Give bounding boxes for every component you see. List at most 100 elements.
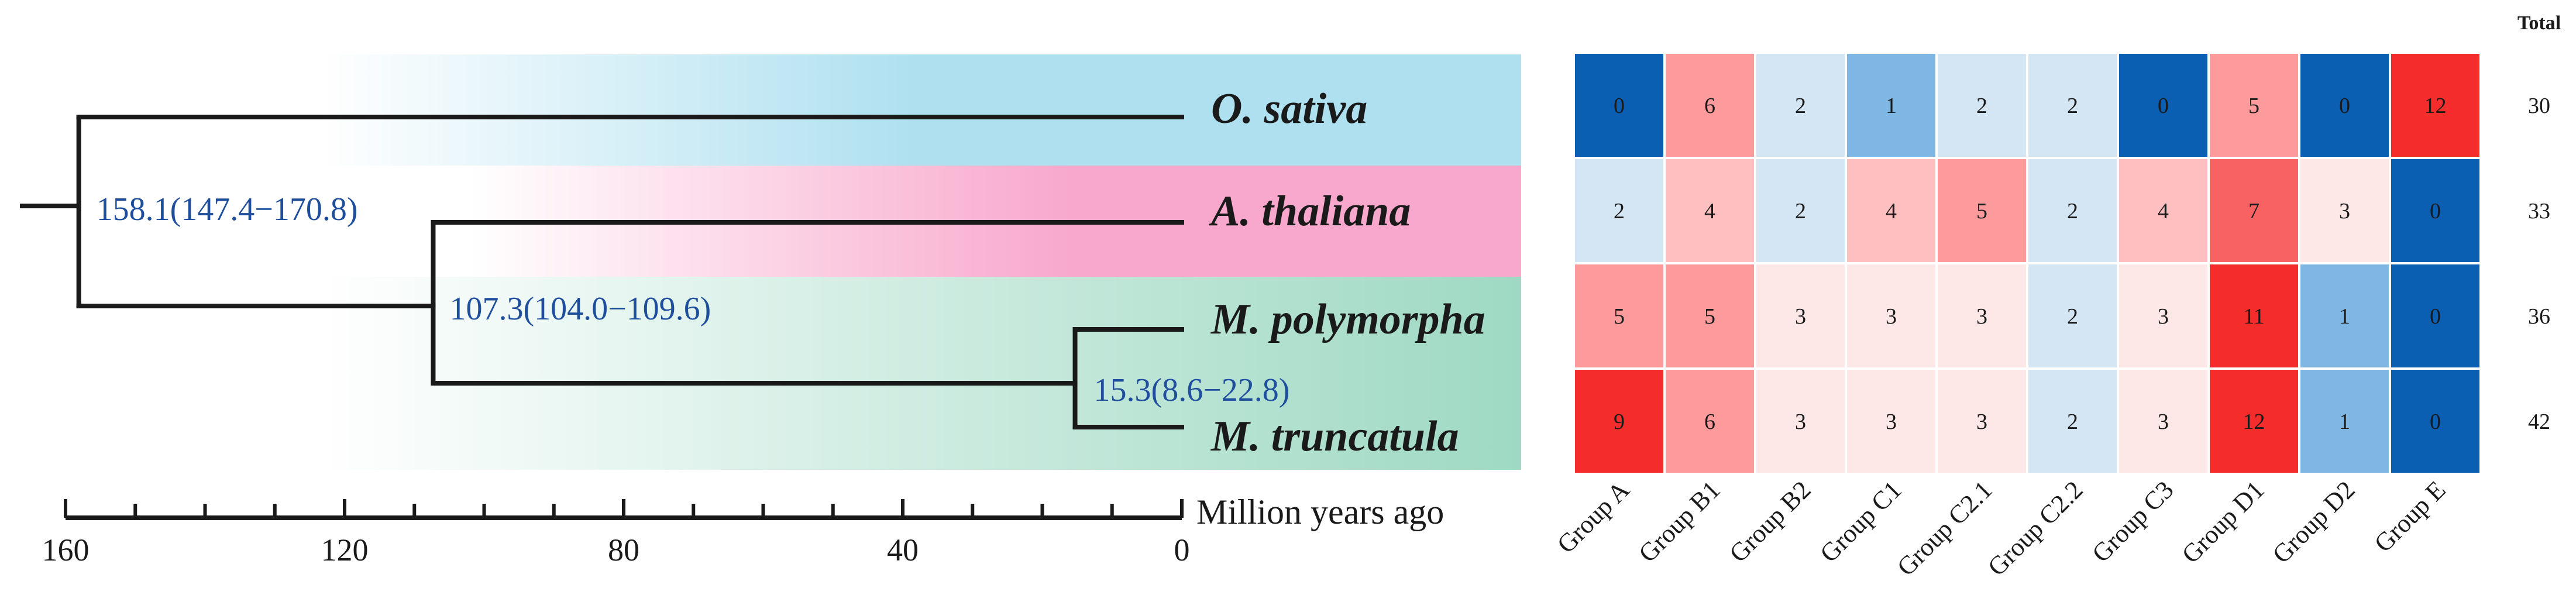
- species-label-m-truncatula: M. truncatula: [1210, 412, 1459, 460]
- species-label-m-polymorpha: M. polymorpha: [1210, 295, 1485, 343]
- axis-title: Million years ago: [1196, 493, 1444, 531]
- column-label-group-c3: Group C3: [2086, 475, 2179, 568]
- cell-value: 0: [2430, 199, 2441, 224]
- cell-m-polymorpha-group-e: [2389, 262, 2482, 370]
- cell-value: 3: [1795, 410, 1806, 434]
- cell-value: 2: [1795, 199, 1806, 224]
- cell-value: 3: [2339, 199, 2350, 224]
- cell-m-truncatula-group-c2-1: [1935, 367, 2028, 475]
- cell-value: 12: [2424, 94, 2447, 118]
- cell-value: 9: [1614, 410, 1625, 434]
- column-label-group-b1: Group B1: [1633, 475, 1725, 568]
- totals-header: Total: [2517, 12, 2561, 34]
- cell-value: 2: [2067, 410, 2078, 434]
- cell-a-thaliana-group-a: [1573, 157, 1666, 264]
- cell-value: 6: [1704, 410, 1715, 434]
- cell-value: 3: [2158, 304, 2169, 329]
- tick-label-120: 120: [321, 532, 369, 568]
- cell-value: 0: [2339, 94, 2350, 118]
- cell-value: 4: [2158, 199, 2169, 224]
- cell-m-truncatula-group-e: [2389, 367, 2482, 475]
- cell-value: 5: [1976, 199, 1987, 224]
- cell-m-polymorpha-group-b2: [1754, 262, 1847, 370]
- cell-value: 3: [2158, 410, 2169, 434]
- cell-value: 3: [1886, 410, 1897, 434]
- species-label-o-sativa: O. sativa: [1211, 85, 1367, 133]
- cell-m-polymorpha-group-a: [1573, 262, 1666, 370]
- cell-value: 5: [1614, 304, 1625, 329]
- cell-o-sativa-group-b1: [1663, 51, 1756, 159]
- cell-a-thaliana-group-d2: [2298, 157, 2391, 264]
- node-labels: 158.1(147.4−170.8) 107.3(104.0−109.6) 15.3…: [97, 191, 1290, 408]
- cell-value: 5: [2248, 94, 2259, 118]
- cell-m-truncatula-group-d1: [2207, 367, 2300, 475]
- cell-a-thaliana-group-c2-2: [2026, 157, 2119, 264]
- band-o-sativa: [20, 54, 1521, 166]
- node-label-158-1: 158.1(147.4−170.8): [97, 191, 358, 228]
- cell-m-polymorpha-group-d2: [2298, 262, 2391, 370]
- cell-a-thaliana-group-c2-1: [1935, 157, 2028, 264]
- cell-o-sativa-group-c2-2: [2026, 51, 2119, 159]
- cell-value: 0: [2430, 410, 2441, 434]
- totals-column: 30 33 36 42: [2528, 94, 2550, 434]
- column-label-group-c2-1: Group C2.1: [1891, 475, 1998, 582]
- cell-value: 2: [2067, 94, 2078, 118]
- cell-m-truncatula-group-d2: [2298, 367, 2391, 475]
- column-label-group-a: Group A: [1552, 475, 1635, 559]
- cell-m-truncatula-group-b2: [1754, 367, 1847, 475]
- cell-value: 6: [1704, 94, 1715, 118]
- heatmap-cells: [1573, 51, 2482, 475]
- cell-value: 3: [1976, 410, 1987, 434]
- cell-value: 4: [1886, 199, 1897, 224]
- cell-value: 2: [2067, 304, 2078, 329]
- cell-value: 5: [1704, 304, 1715, 329]
- cell-value: 1: [2339, 410, 2350, 434]
- heatmap-values: 0 6 2 1 2 2 0 5 0 122 4 2 4 5 2 4 7 3 05 5 3 3 3 2 3 11 1 09 6 3 3 3 2 3 1…: [1614, 94, 2447, 434]
- tick-label-40: 40: [887, 532, 919, 568]
- heatmap-panel: 0 6 2 1 2 2 0 5 0 122 4 2 4 5 2 4 7 3 05 5 3 3 3 2 3 11 1 09 6 3 3 3 2 3 1…: [1552, 12, 2561, 582]
- cell-value: 0: [1614, 94, 1625, 118]
- cell-value: 12: [2243, 410, 2265, 434]
- phylogeny-panel: O. sativa A. thaliana M. polymorpha M. trun…: [20, 54, 1521, 568]
- cell-value: 2: [1795, 94, 1806, 118]
- cell-value: 11: [2243, 304, 2265, 329]
- tick-label-160: 160: [42, 532, 90, 568]
- cell-value: 0: [2430, 304, 2441, 329]
- tick-label-0: 0: [1174, 532, 1190, 568]
- total-a-thaliana: 33: [2528, 199, 2550, 224]
- cell-value: 2: [1976, 94, 1987, 118]
- tree-branches: [20, 115, 1184, 429]
- cell-m-truncatula-group-a: [1573, 367, 1666, 475]
- cell-value: 1: [2339, 304, 2350, 329]
- cell-m-truncatula-group-c3: [2117, 367, 2210, 475]
- cell-m-polymorpha-group-c1: [1845, 262, 1938, 370]
- cell-value: 3: [1976, 304, 1987, 329]
- column-label-group-c2-2: Group C2.2: [1982, 475, 2089, 582]
- column-label-group-b2: Group B2: [1724, 475, 1816, 568]
- total-o-sativa: 30: [2528, 94, 2550, 118]
- cell-o-sativa-group-c2-1: [1935, 51, 2028, 159]
- column-label-group-e: Group E: [2369, 475, 2451, 558]
- column-label-group-c1: Group C1: [1814, 475, 1907, 568]
- total-m-truncatula: 42: [2528, 410, 2550, 434]
- cell-value: 3: [1795, 304, 1806, 329]
- cell-a-thaliana-group-c1: [1845, 157, 1938, 264]
- cell-o-sativa-group-a: [1573, 51, 1666, 159]
- species-labels: O. sativa A. thaliana M. polymorpha M. trun…: [1209, 85, 1485, 460]
- node-label-15-3: 15.3(8.6−22.8): [1094, 372, 1290, 408]
- node-label-107-3: 107.3(104.0−109.6): [449, 291, 711, 327]
- cell-m-polymorpha-group-d1: [2207, 262, 2300, 370]
- cell-m-polymorpha-group-c2-1: [1935, 262, 2028, 370]
- column-label-group-d1: Group D1: [2176, 475, 2270, 569]
- cell-o-sativa-group-e: [2389, 51, 2482, 159]
- total-m-polymorpha: 36: [2528, 304, 2550, 329]
- band-medicago: [20, 277, 1521, 470]
- cell-a-thaliana-group-d1: [2207, 157, 2300, 264]
- tick-label-80: 80: [608, 532, 639, 568]
- column-label-group-d2: Group D2: [2267, 475, 2361, 569]
- cell-value: 4: [1704, 199, 1715, 224]
- cell-a-thaliana-group-b1: [1663, 157, 1756, 264]
